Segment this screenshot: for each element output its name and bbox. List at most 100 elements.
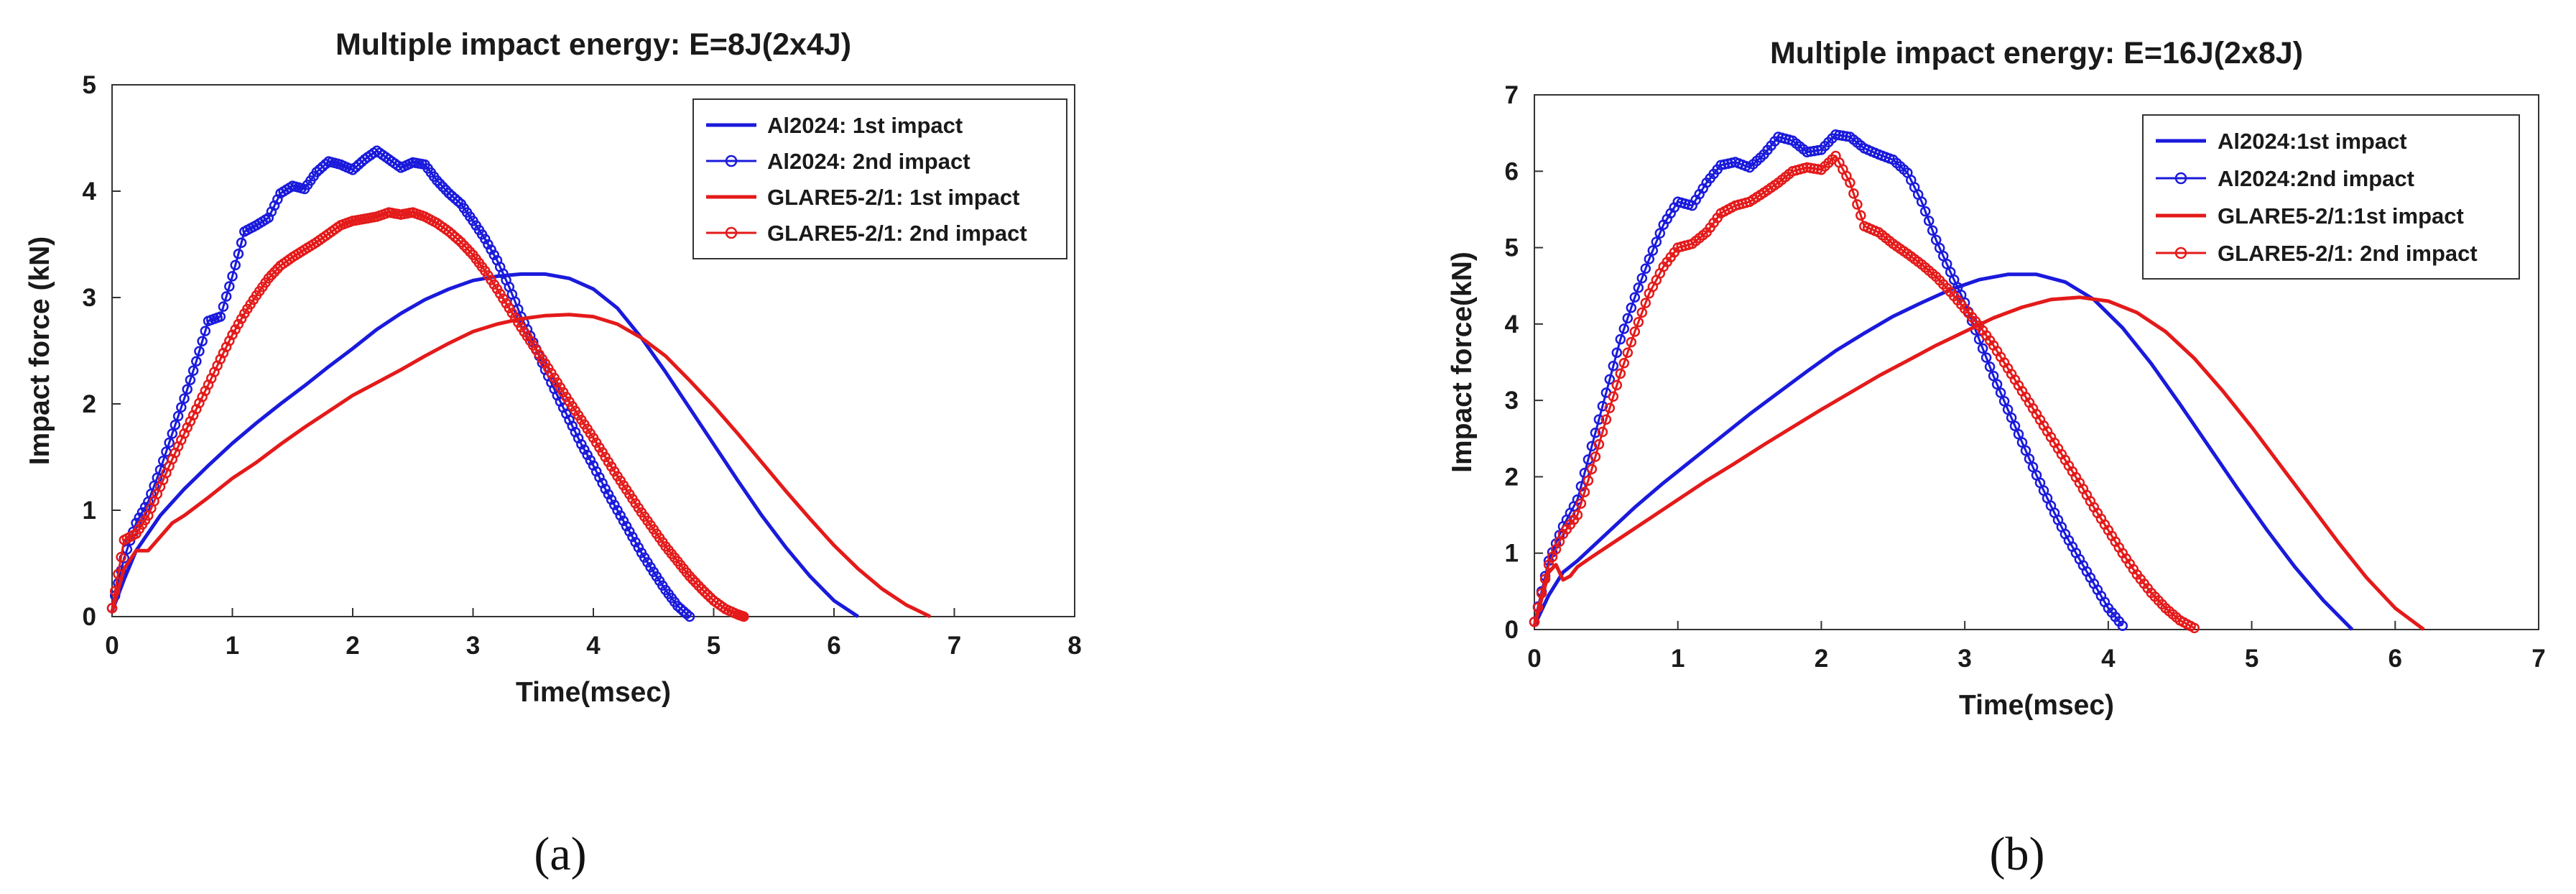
data-point <box>684 611 695 622</box>
data-point <box>1611 347 1623 358</box>
data-point <box>227 329 238 341</box>
y-tick-label: 3 <box>1505 387 1519 415</box>
data-point <box>1633 316 1644 328</box>
data-point <box>164 437 175 448</box>
legend-item: GLARE5-2/1: 1st impact <box>706 185 1019 210</box>
data-point <box>1600 414 1612 425</box>
x-tick-label: 7 <box>2531 645 2545 673</box>
data-point <box>191 356 202 367</box>
chart-a: Multiple impact energy: E=8J(2x4J) 0 1 2 3 4 5… <box>24 27 1082 880</box>
data-point <box>221 291 232 302</box>
data-point <box>272 263 283 275</box>
data-point <box>597 478 608 489</box>
data-point <box>576 438 587 450</box>
legend-item: Al2024: 2nd impact <box>706 149 970 174</box>
x-tick-label: 4 <box>586 632 601 660</box>
data-point <box>1590 428 1601 438</box>
data-point <box>1984 361 1996 372</box>
x-tick-label: 5 <box>707 632 721 660</box>
y-tick-label: 2 <box>1505 463 1519 491</box>
data-point <box>609 499 620 510</box>
series-3 <box>110 313 932 619</box>
legend-label: GLARE5-2/1: 2nd impact <box>2218 241 2478 266</box>
x-tick-label: 8 <box>1067 632 1081 660</box>
data-point <box>116 551 126 563</box>
x-tick-label: 2 <box>346 632 359 660</box>
series-4 <box>106 207 749 622</box>
data-point <box>2013 428 2024 440</box>
data-point <box>600 484 611 494</box>
data-point <box>266 269 277 281</box>
series-line <box>111 149 690 618</box>
series-4 <box>1529 150 2200 634</box>
data-point <box>624 526 635 537</box>
data-point <box>672 600 683 612</box>
data-point <box>1845 177 1855 188</box>
series-1 <box>1532 272 2354 631</box>
data-point <box>1590 451 1601 462</box>
data-point <box>179 393 190 404</box>
figure-caption: (b) <box>1990 828 2045 880</box>
data-point <box>2117 620 2128 631</box>
data-point <box>1604 374 1616 385</box>
data-point <box>621 520 632 532</box>
y-tick-label: 3 <box>83 284 96 312</box>
data-point <box>2027 461 2039 473</box>
y-axis-label: Impact force(kN) <box>1447 252 1478 473</box>
data-point <box>1654 228 1666 239</box>
data-point <box>176 402 187 413</box>
data-point <box>1626 336 1637 348</box>
data-point <box>458 240 470 251</box>
y-axis-label: Impact force (kN) <box>24 236 55 466</box>
data-point <box>224 281 235 292</box>
x-tick-label: 7 <box>948 632 961 660</box>
data-point <box>106 602 118 614</box>
data-point <box>1848 188 1859 199</box>
data-point <box>1536 588 1547 599</box>
data-point <box>1611 379 1623 391</box>
legend-marker <box>725 226 738 239</box>
data-point <box>633 542 644 553</box>
x-tick-label: 6 <box>827 632 840 660</box>
series-line <box>110 272 859 619</box>
data-point <box>172 410 184 422</box>
data-point <box>218 301 229 312</box>
y-tick-label: 1 <box>83 497 96 525</box>
data-point <box>483 239 494 250</box>
data-point <box>2006 413 2017 423</box>
data-point <box>465 246 476 257</box>
data-point <box>1640 263 1651 275</box>
data-point <box>684 571 695 582</box>
data-point <box>1572 510 1583 520</box>
legend-label: Al2024: 1st impact <box>767 113 963 138</box>
data-point <box>437 181 448 193</box>
data-point <box>1626 303 1637 313</box>
data-point <box>1636 272 1648 284</box>
data-point <box>615 510 626 521</box>
data-point <box>1618 323 1630 334</box>
data-point <box>1629 292 1641 303</box>
legend-item: Al2024:2nd impact <box>2156 166 2414 191</box>
data-point <box>1998 395 2010 407</box>
data-point <box>1583 475 1594 486</box>
data-point <box>233 318 244 330</box>
y-tick-label: 6 <box>1505 157 1519 185</box>
data-point <box>182 384 193 395</box>
data-point <box>1633 282 1644 293</box>
data-point <box>194 346 205 356</box>
legend-marker <box>2174 172 2187 185</box>
data-point <box>1622 313 1634 324</box>
data-point <box>486 244 496 255</box>
data-point <box>612 504 623 516</box>
y-tick-label: 1 <box>1505 540 1519 568</box>
x-tick-label: 0 <box>105 632 119 660</box>
data-point <box>1608 391 1619 402</box>
data-point <box>1651 236 1662 247</box>
data-point <box>200 326 211 336</box>
data-point <box>187 365 199 377</box>
data-point <box>1927 225 1938 236</box>
legend-label: Al2024: 2nd impact <box>767 149 970 174</box>
data-point <box>687 573 698 585</box>
legend-label: GLARE5-2/1: 2nd impact <box>767 221 1027 246</box>
